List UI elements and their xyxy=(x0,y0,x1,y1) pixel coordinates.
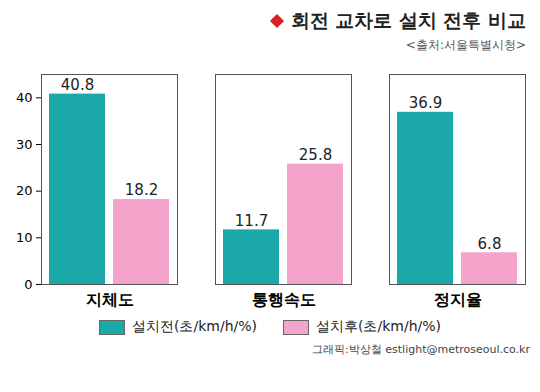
svg-text:통행속도: 통행속도 xyxy=(252,290,316,309)
svg-text:11.7: 11.7 xyxy=(235,212,268,230)
svg-text:18.2: 18.2 xyxy=(125,181,158,199)
svg-text:36.9: 36.9 xyxy=(409,94,442,112)
svg-text:20: 20 xyxy=(16,183,33,198)
html-text:설치전(초/km/h/%): 설치전(초/km/h/%) xyxy=(132,318,257,334)
html-text:설치후(초/km/h/%): 설치후(초/km/h/%) xyxy=(316,318,441,334)
svg-text:40: 40 xyxy=(16,90,33,105)
svg-text:30: 30 xyxy=(16,137,33,152)
html-text:그래픽:박상철 estlight@metroseoul.co: 그래픽:박상철 estlight@metroseoul.co.kr xyxy=(312,343,530,356)
html-text:<출처:서울특별시청>: <출처:서울특별시청> xyxy=(405,38,526,52)
svg-text:지체도: 지체도 xyxy=(86,290,134,309)
svg-text:10: 10 xyxy=(16,230,33,245)
svg-text:25.8: 25.8 xyxy=(299,146,332,164)
html-text:회전 교차로 설치 전후 비교: 회전 교차로 설치 전후 비교 xyxy=(290,9,526,31)
svg-text:40.8: 40.8 xyxy=(61,76,94,94)
svg-text:6.8: 6.8 xyxy=(478,235,502,253)
svg-text:정지율: 정지율 xyxy=(434,290,482,309)
svg-text:0: 0 xyxy=(24,277,32,292)
